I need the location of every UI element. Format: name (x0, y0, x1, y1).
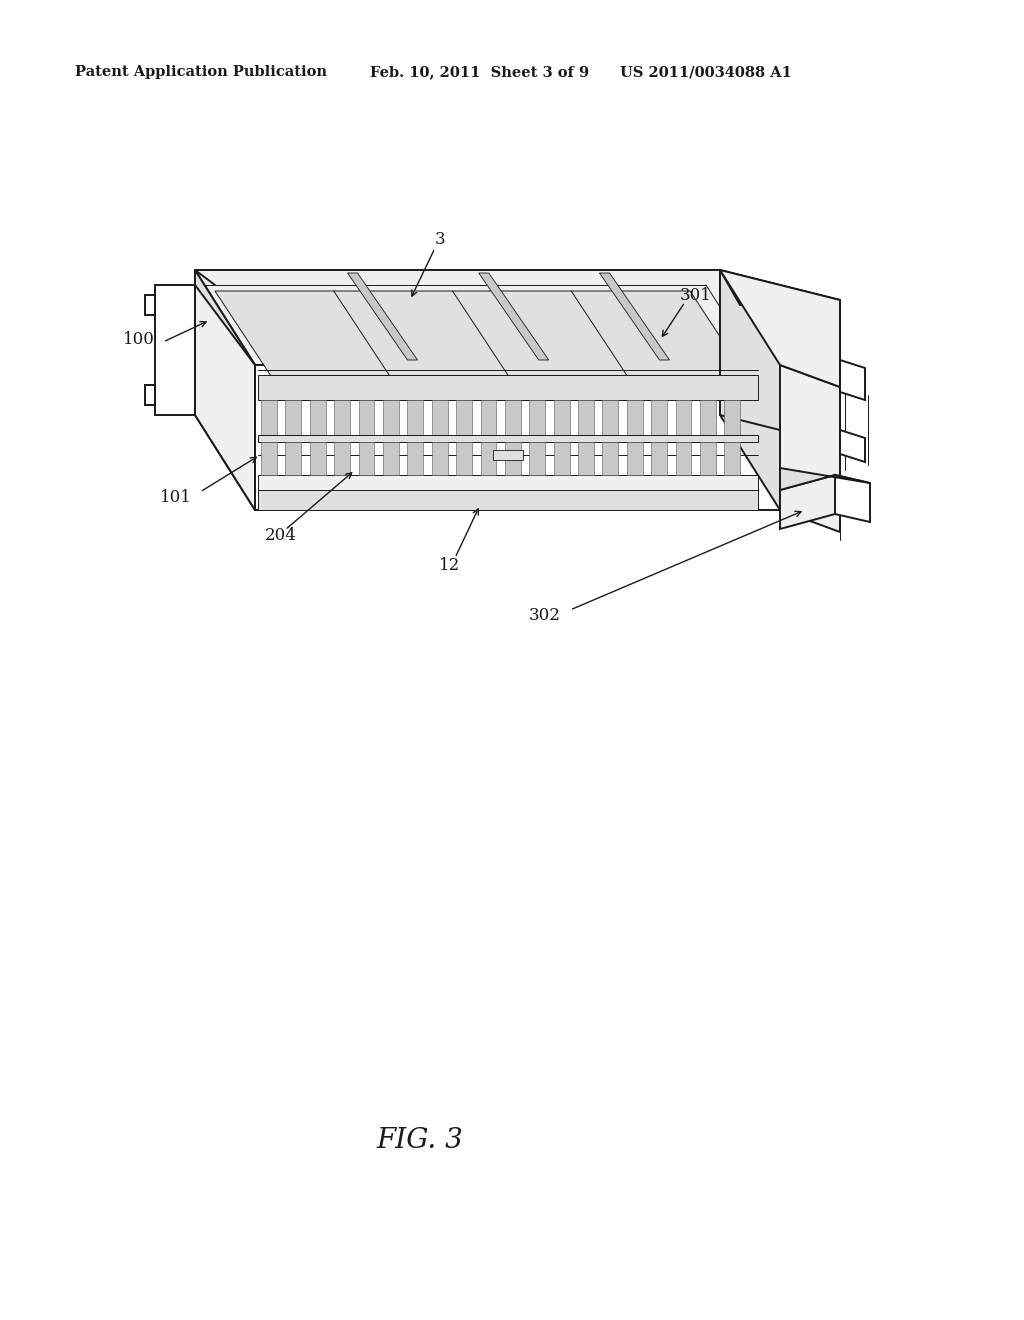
Polygon shape (215, 290, 746, 376)
Polygon shape (258, 436, 758, 442)
Polygon shape (579, 400, 594, 436)
Polygon shape (456, 442, 472, 475)
Text: 302: 302 (529, 606, 561, 623)
Polygon shape (408, 400, 423, 436)
Polygon shape (720, 271, 780, 510)
Polygon shape (258, 475, 758, 490)
Text: 100: 100 (123, 331, 155, 348)
Polygon shape (579, 442, 594, 475)
Polygon shape (408, 442, 423, 475)
Text: Patent Application Publication: Patent Application Publication (75, 65, 327, 79)
Polygon shape (286, 442, 301, 475)
Polygon shape (195, 271, 780, 366)
Polygon shape (840, 360, 865, 400)
Polygon shape (195, 285, 255, 510)
Polygon shape (358, 442, 375, 475)
Polygon shape (627, 400, 643, 436)
Polygon shape (720, 271, 840, 445)
Polygon shape (195, 271, 255, 510)
Polygon shape (651, 400, 667, 436)
Text: US 2011/0034088 A1: US 2011/0034088 A1 (620, 65, 792, 79)
Polygon shape (310, 442, 326, 475)
Polygon shape (145, 294, 155, 315)
Polygon shape (261, 400, 276, 436)
Polygon shape (554, 400, 569, 436)
Polygon shape (383, 442, 398, 475)
Polygon shape (334, 400, 350, 436)
Polygon shape (456, 400, 472, 436)
Text: 301: 301 (680, 286, 712, 304)
Text: 101: 101 (160, 490, 193, 507)
Polygon shape (651, 442, 667, 475)
Polygon shape (835, 475, 870, 521)
Polygon shape (480, 400, 497, 436)
Polygon shape (358, 400, 375, 436)
Polygon shape (383, 400, 398, 436)
Polygon shape (255, 366, 780, 510)
Polygon shape (720, 271, 840, 387)
Polygon shape (840, 430, 865, 462)
Polygon shape (505, 442, 521, 475)
Text: FIG. 3: FIG. 3 (377, 1126, 464, 1154)
Text: 3: 3 (434, 231, 445, 248)
Polygon shape (599, 273, 670, 360)
Polygon shape (676, 400, 691, 436)
Polygon shape (554, 442, 569, 475)
Polygon shape (155, 285, 195, 414)
Polygon shape (780, 475, 835, 529)
Polygon shape (780, 366, 840, 532)
Polygon shape (724, 442, 740, 475)
Polygon shape (145, 385, 155, 405)
Polygon shape (780, 469, 870, 490)
Polygon shape (432, 442, 447, 475)
Polygon shape (258, 375, 758, 400)
Polygon shape (286, 400, 301, 436)
Polygon shape (724, 400, 740, 436)
Polygon shape (602, 400, 618, 436)
Polygon shape (347, 273, 418, 360)
Text: 204: 204 (265, 527, 297, 544)
Polygon shape (505, 400, 521, 436)
Polygon shape (676, 442, 691, 475)
Polygon shape (480, 442, 497, 475)
Text: Feb. 10, 2011  Sheet 3 of 9: Feb. 10, 2011 Sheet 3 of 9 (370, 65, 589, 79)
Text: 12: 12 (439, 557, 461, 573)
Polygon shape (258, 490, 758, 510)
Polygon shape (432, 400, 447, 436)
Polygon shape (334, 442, 350, 475)
Polygon shape (261, 442, 276, 475)
Polygon shape (627, 442, 643, 475)
Polygon shape (602, 442, 618, 475)
Polygon shape (529, 442, 545, 475)
Polygon shape (310, 400, 326, 436)
Polygon shape (529, 400, 545, 436)
Polygon shape (493, 450, 523, 459)
Polygon shape (700, 442, 716, 475)
Polygon shape (479, 273, 549, 360)
Polygon shape (700, 400, 716, 436)
